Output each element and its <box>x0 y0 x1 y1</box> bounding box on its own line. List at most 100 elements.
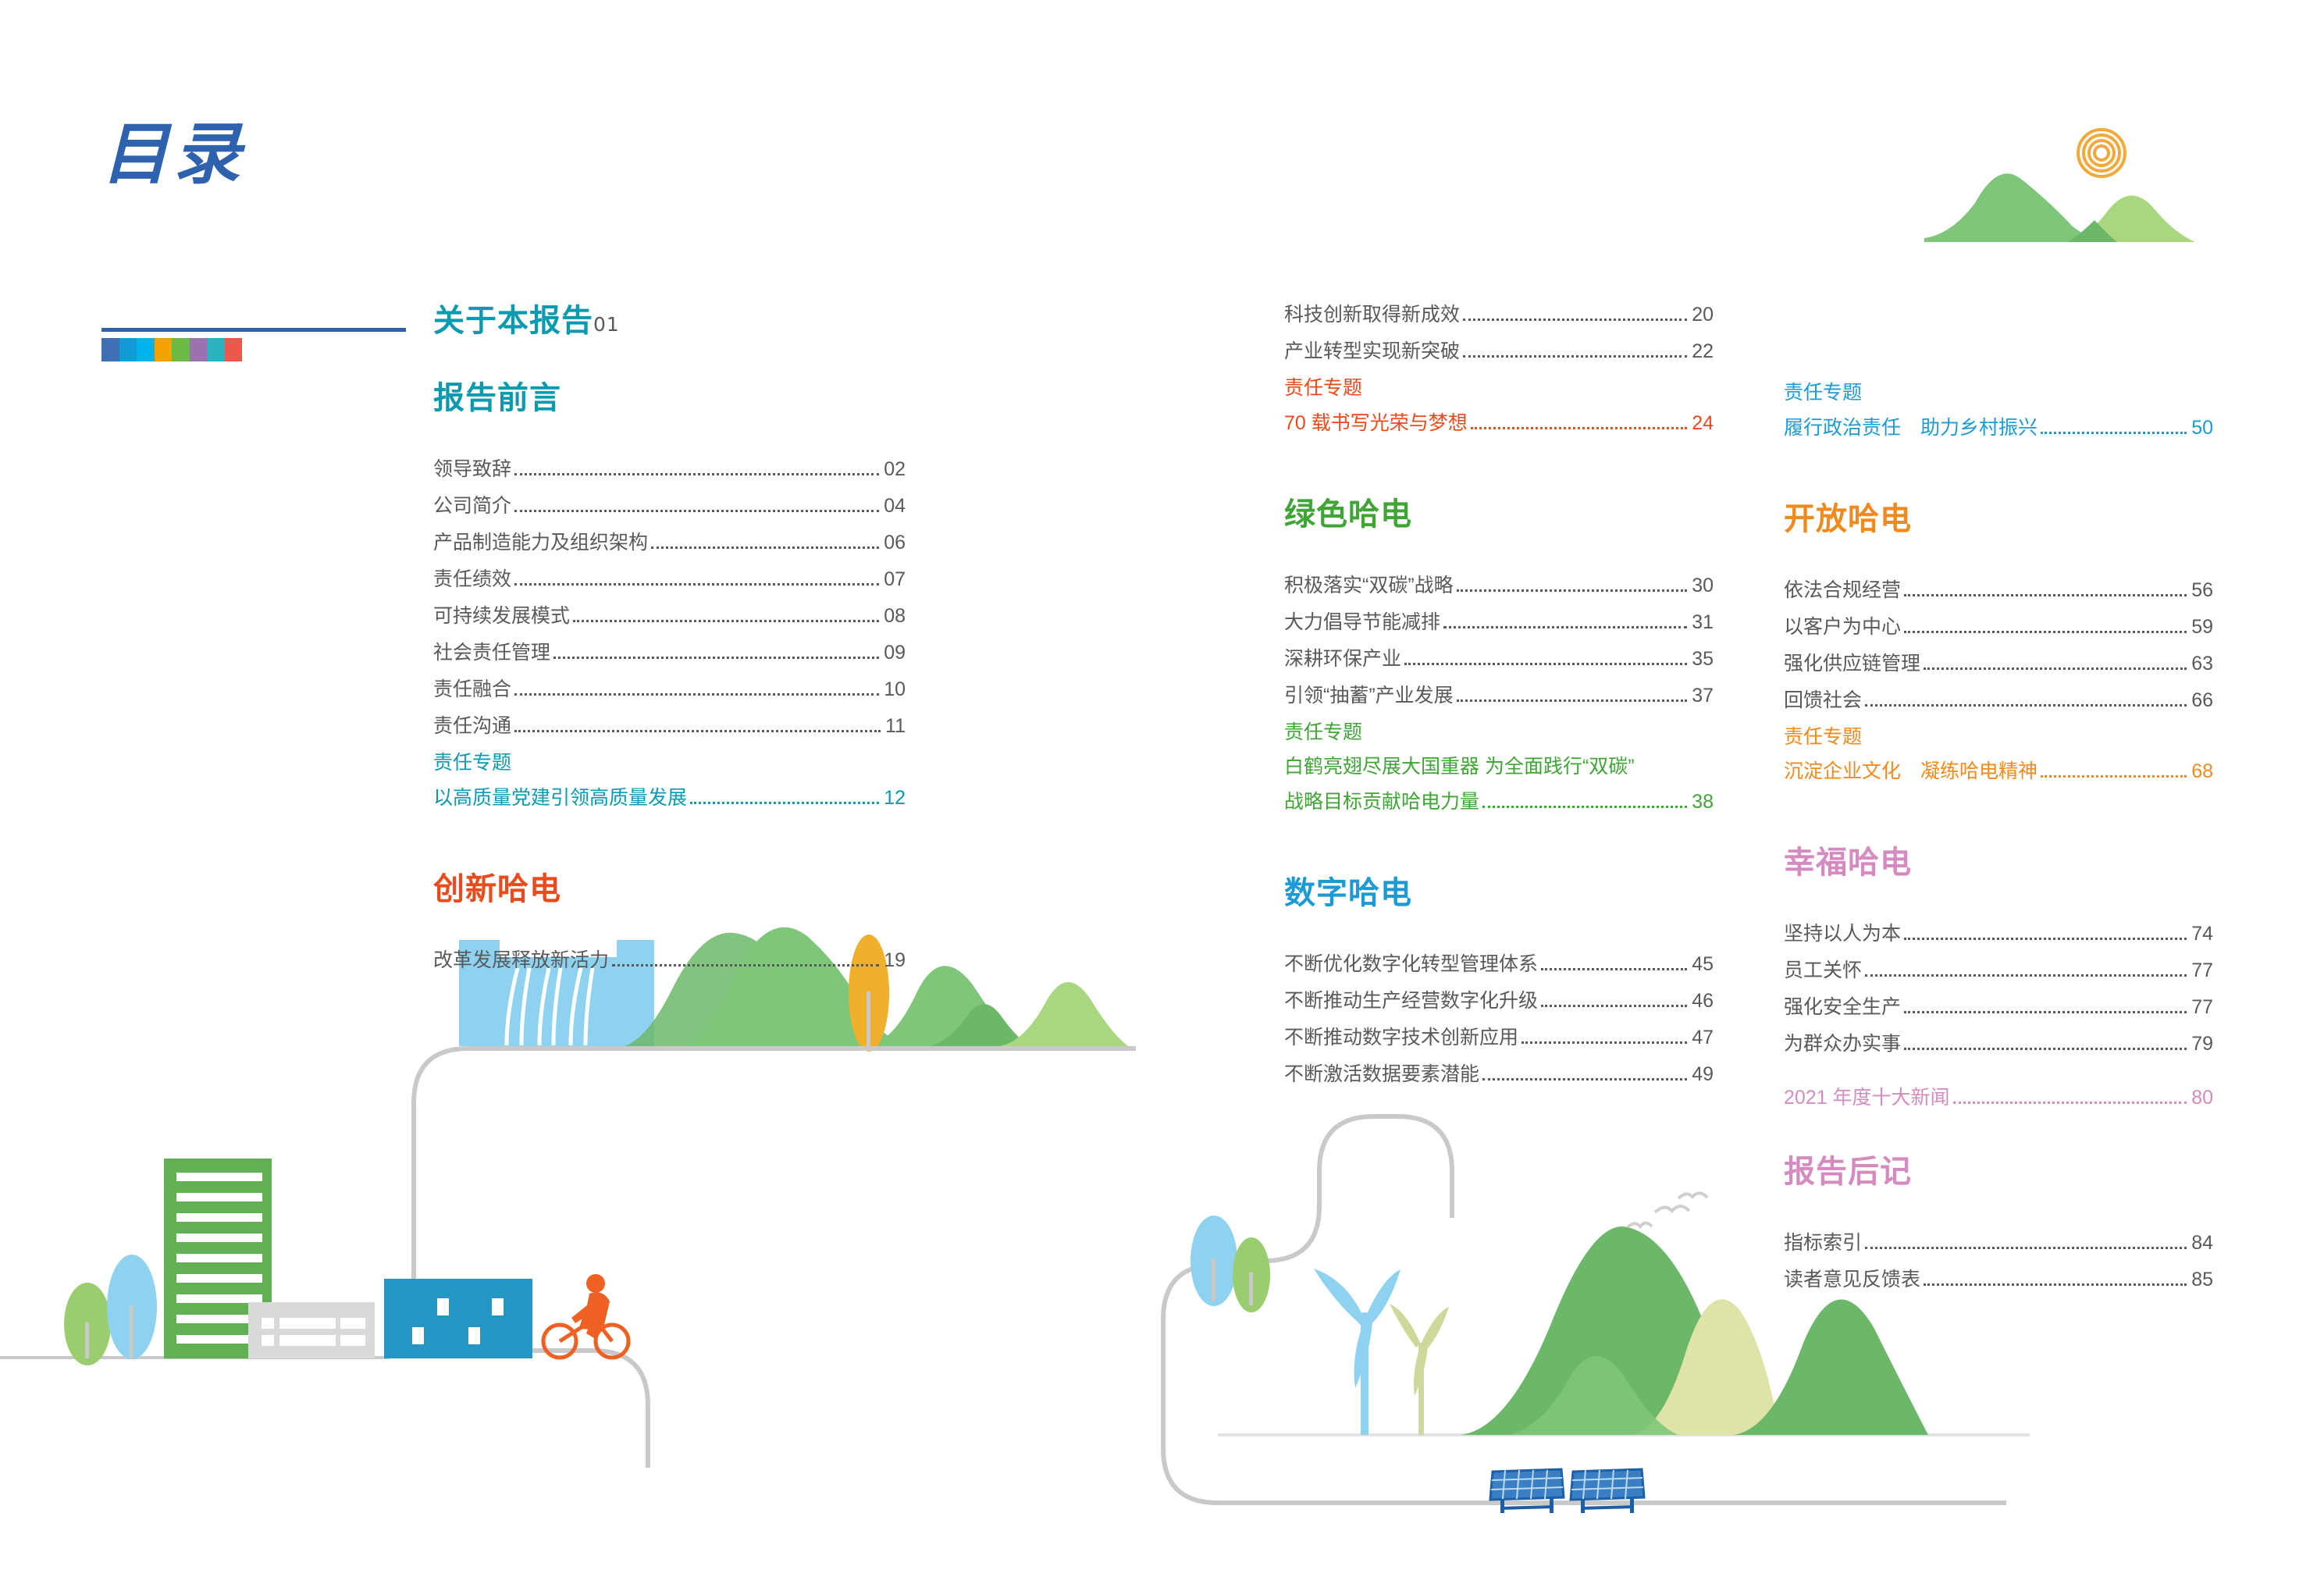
toc-entry[interactable]: 大力倡导节能减排 31 <box>1284 611 1714 635</box>
dot-leader <box>1865 703 2187 707</box>
toc-column-3: 责任专题 履行政治责任 助力乡村振兴 50 开放哈电依法合规经营 56 以客户为中心 59 强… <box>1784 304 2213 1306</box>
toc-entry-label: 改革发展释放新活力 <box>433 949 610 971</box>
toc-section-heading-label: 数字哈电 <box>1284 874 1412 911</box>
page-number: 38 <box>1692 790 1714 813</box>
toc-entry[interactable]: 不断推动数字技术创新应用 47 <box>1284 1027 1714 1051</box>
spacer <box>1784 1256 2213 1269</box>
toc-section-heading[interactable]: 幸福哈电 <box>1784 846 2213 879</box>
dot-leader <box>1541 967 1688 970</box>
dot-leader <box>573 620 880 622</box>
toc-entry[interactable]: 70 载书写光荣与梦想 24 <box>1284 412 1714 436</box>
spacer <box>1784 441 2213 454</box>
toc-section-heading[interactable]: 关于本报告 01 <box>433 304 906 337</box>
toc-entry[interactable]: 以客户为中心 59 <box>1784 616 2213 640</box>
spacer <box>1284 778 1714 792</box>
toc-entry[interactable]: 以高质量党建引领高质量发展 12 <box>433 786 906 811</box>
toc-section-heading[interactable]: 创新哈电 <box>433 873 906 906</box>
toc-section-heading-label: 报告前言 <box>433 380 561 416</box>
toc-entry[interactable]: 不断推动生产经营数字化升级 46 <box>1284 989 1714 1014</box>
spacer <box>1784 714 2213 727</box>
toc-section-heading[interactable]: 开放哈电 <box>1784 503 2213 536</box>
page-number: 77 <box>2191 959 2213 981</box>
spacer <box>1784 1201 2213 1233</box>
toc-entry[interactable]: 责任融合 10 <box>433 678 906 703</box>
toc-entry[interactable]: 坚持以人为本 74 <box>1784 923 2213 947</box>
page-number: 85 <box>2191 1269 2213 1290</box>
toc-entry[interactable]: 履行政治责任 助力乡村振兴 50 <box>1784 417 2213 441</box>
toc-entry-label-continued: 白鹤亮翅尽展大国重器 为全面践行“双碳” <box>1284 756 1635 778</box>
spacer <box>1284 544 1714 575</box>
toc-column-2: 科技创新取得新成效 20 产业转型实现新突破 22 责任专题 70 载书写光荣与梦想 24 绿… <box>1284 304 1714 1101</box>
page-number: 04 <box>884 495 906 517</box>
page-number: 30 <box>1692 574 1714 596</box>
spacer <box>1784 892 2213 924</box>
toc-entry[interactable]: 强化安全生产 77 <box>1784 996 2213 1020</box>
toc-section-heading[interactable]: 绿色哈电 <box>1284 498 1714 531</box>
dot-leader <box>612 963 880 966</box>
toc-entry-label: 不断推动生产经营数字化升级 <box>1284 989 1539 1012</box>
toc-entry[interactable]: 公司简介 04 <box>433 495 906 519</box>
toc-subsection-label: 责任专题 <box>1784 725 1863 748</box>
dot-leader <box>1541 1004 1688 1007</box>
toc-section-heading-label: 绿色哈电 <box>1284 496 1412 532</box>
toc-entry[interactable]: 2021 年度十大新闻 80 <box>1784 1087 2213 1111</box>
page-number: 84 <box>2191 1232 2213 1254</box>
page-title: 目录 <box>101 116 245 194</box>
toc-entry[interactable]: 引领“抽蓄”产业发展 37 <box>1284 685 1714 709</box>
toc-entry[interactable]: 为群众办实事 79 <box>1784 1033 2213 1057</box>
page-number: 09 <box>884 642 906 664</box>
toc-entry[interactable]: 责任沟通 11 <box>433 715 906 739</box>
toc-entry[interactable]: 指标索引 84 <box>1784 1232 2213 1256</box>
toc-entry[interactable]: 回馈社会 66 <box>1784 689 2213 714</box>
toc-entry-label: 不断激活数据要素潜能 <box>1284 1063 1480 1085</box>
color-swatch-5 <box>189 338 207 361</box>
toc-entry[interactable]: 领导致辞 02 <box>433 458 906 482</box>
toc-entry[interactable]: 不断优化数字化转型管理体系 45 <box>1284 952 1714 977</box>
toc-entry[interactable]: 社会责任管理 09 <box>433 642 906 666</box>
toc-entry[interactable]: 强化供应链管理 63 <box>1784 653 2213 677</box>
page-number: 12 <box>884 786 906 809</box>
spacer <box>1284 672 1714 685</box>
spacer <box>1284 635 1714 649</box>
toc-entry[interactable]: 战略目标贡献哈电力量 38 <box>1284 790 1714 815</box>
page-number: 22 <box>1692 340 1714 362</box>
toc-entry[interactable]: 产品制造能力及组织架构 06 <box>433 532 906 556</box>
spacer <box>1784 454 2213 503</box>
toc-entry[interactable]: 可持续发展模式 08 <box>433 605 906 629</box>
toc-entry[interactable]: 积极落实“双碳”战略 30 <box>1284 575 1714 599</box>
toc-entry[interactable]: 沉淀企业文化 凝练哈电精神 68 <box>1784 760 2213 785</box>
color-swatch-2 <box>137 338 155 361</box>
toc-entry[interactable]: 改革发展释放新活力 19 <box>433 949 906 974</box>
toc-entry-label: 产业转型实现新突破 <box>1284 340 1461 362</box>
page-number: 45 <box>1692 952 1714 975</box>
toc-entry[interactable]: 依法合规经营 56 <box>1784 579 2213 603</box>
dot-leader <box>514 730 881 732</box>
spacer <box>1784 404 2213 418</box>
toc-entry[interactable]: 深耕环保产业 35 <box>1284 648 1714 672</box>
toc-entry[interactable]: 读者意见反馈表 85 <box>1784 1269 2213 1293</box>
page-number: 10 <box>884 678 906 700</box>
spacer <box>433 919 906 950</box>
spacer <box>433 337 906 351</box>
spacer <box>1284 1088 1714 1101</box>
spacer <box>1284 923 1714 954</box>
dot-leader <box>553 657 880 659</box>
toc-entry[interactable]: 不断激活数据要素潜能 49 <box>1284 1063 1714 1088</box>
page-number: 08 <box>884 605 906 627</box>
toc-section-heading[interactable]: 报告后记 <box>1784 1155 2213 1188</box>
toc-entry[interactable]: 责任绩效 07 <box>433 568 906 593</box>
toc-section-heading-label: 开放哈电 <box>1784 500 1912 537</box>
toc-section-heading[interactable]: 报告前言 <box>433 382 906 415</box>
top-right-hills-icon <box>1924 173 2195 242</box>
toc-entry-label: 可持续发展模式 <box>433 605 571 627</box>
toc-section-heading[interactable]: 数字哈电 <box>1284 877 1714 910</box>
page-number: 68 <box>2191 760 2213 782</box>
page-number: 02 <box>884 458 906 480</box>
toc-entry[interactable]: 产业转型实现新突破 22 <box>1284 340 1714 365</box>
page-number: 11 <box>885 715 906 737</box>
toc-entry[interactable]: 员工关怀 77 <box>1784 959 2213 984</box>
toc-entry[interactable]: 科技创新取得新成效 20 <box>1284 304 1714 328</box>
spacer <box>1784 785 2213 798</box>
wind-turbine-icon <box>1314 1269 1400 1435</box>
